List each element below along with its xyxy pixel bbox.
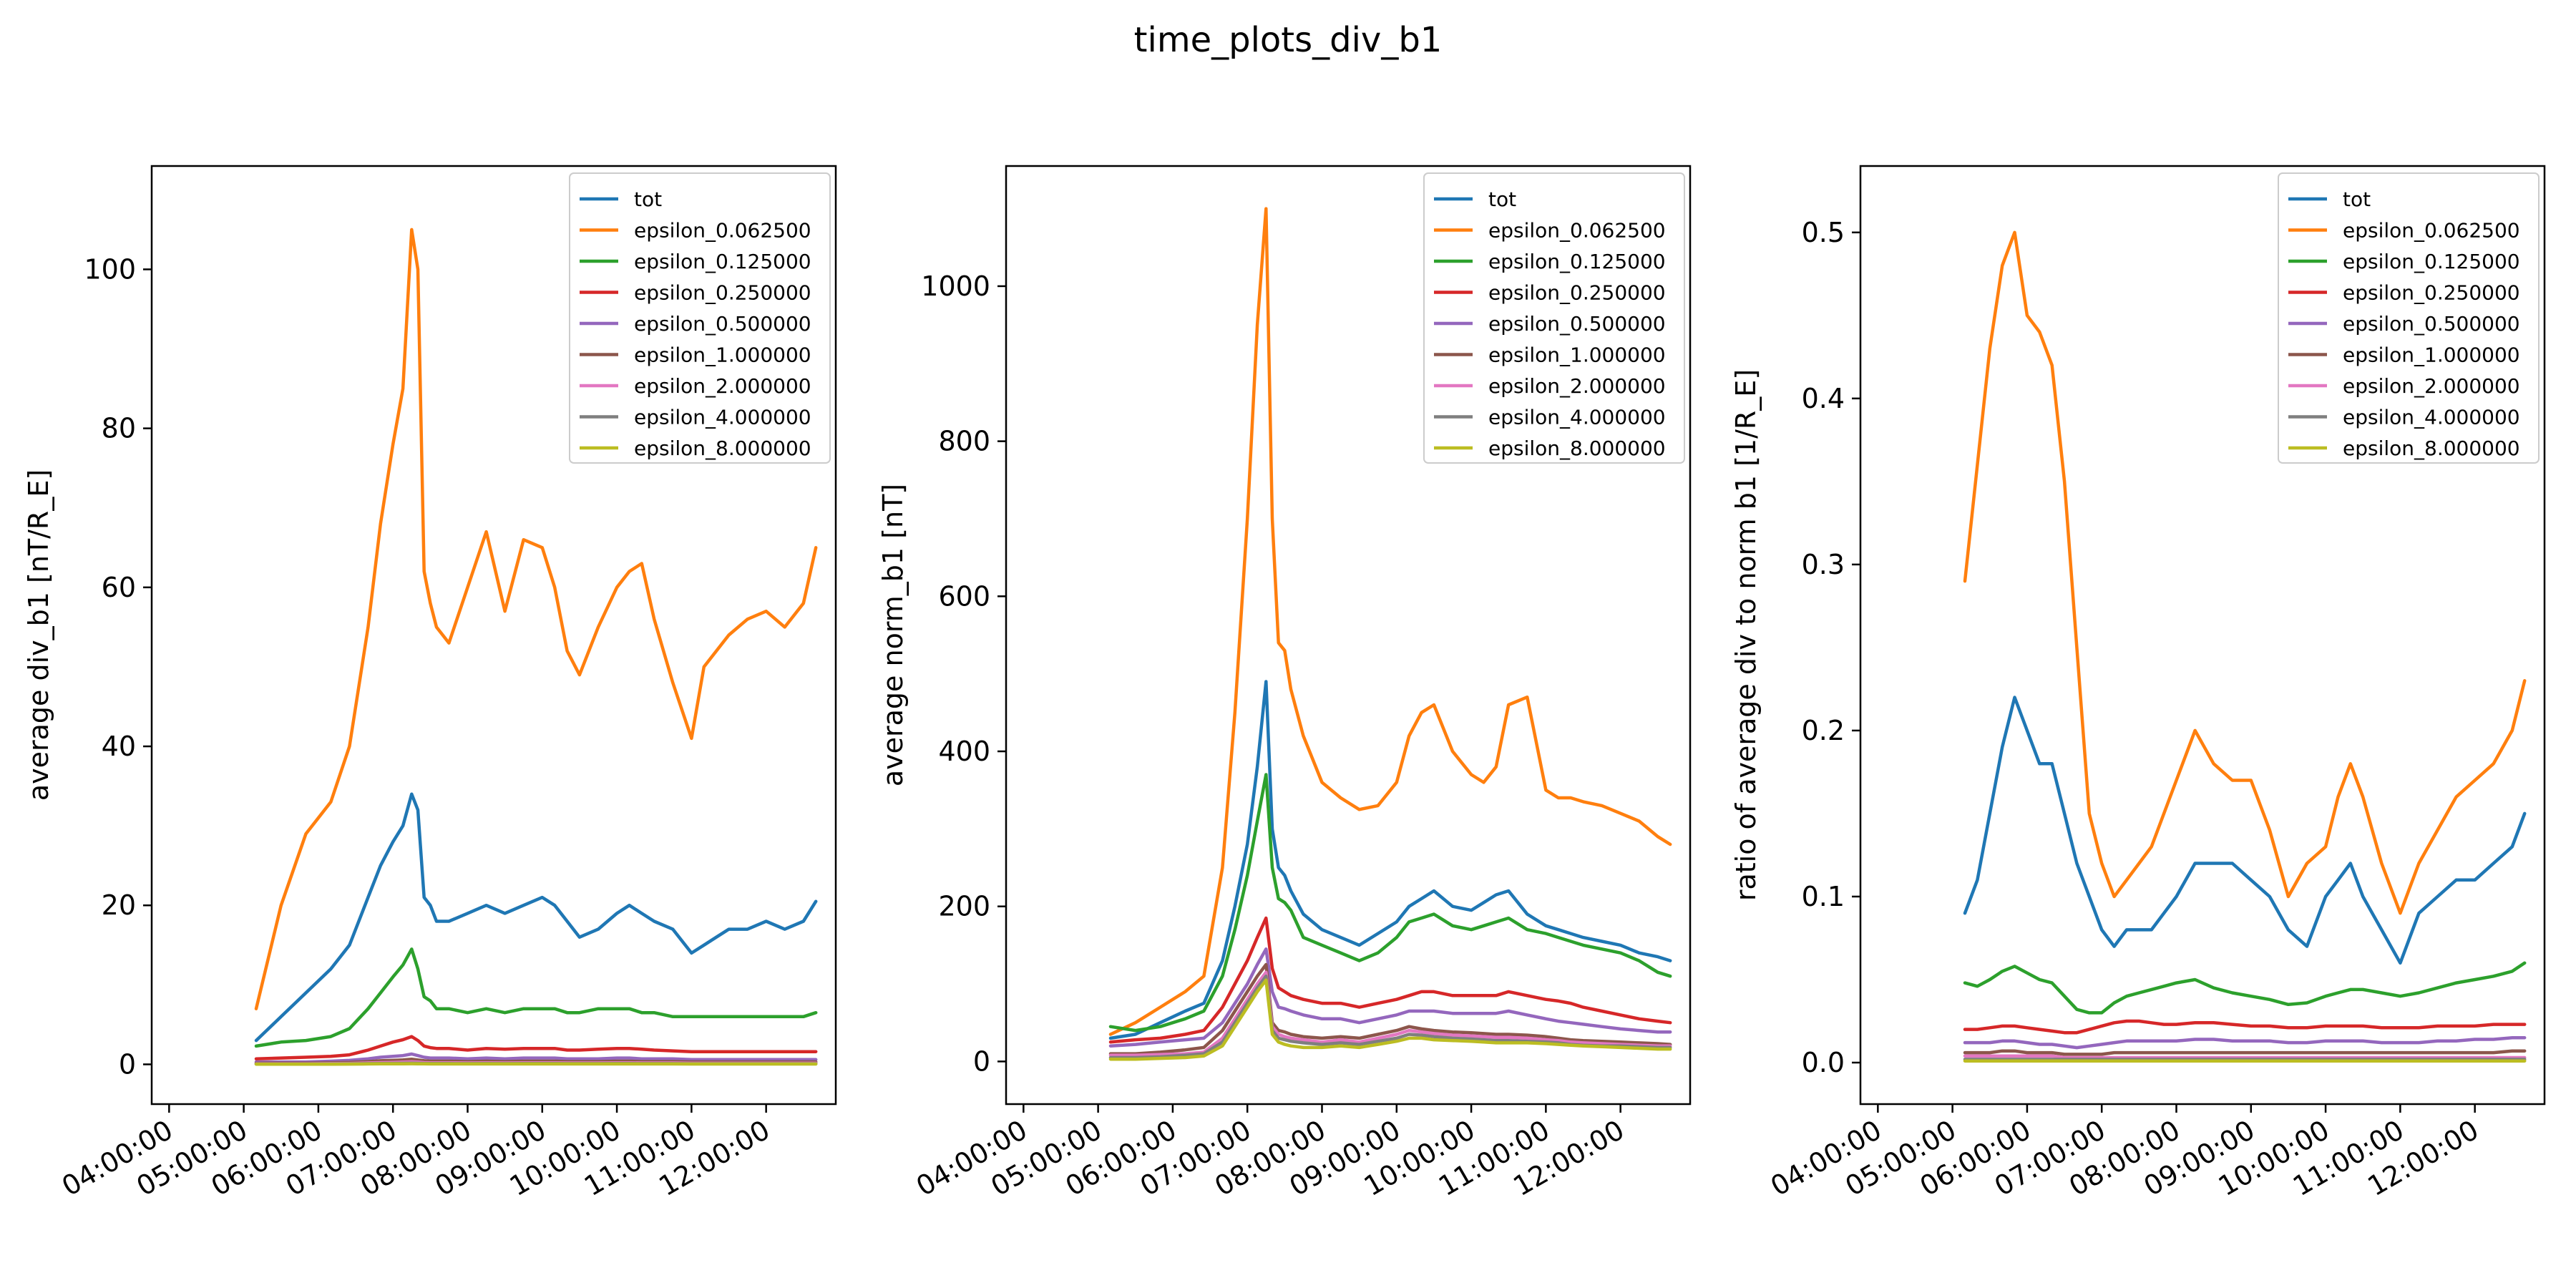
legend-entry-epsilon_0.125000: epsilon_0.125000 [634, 250, 811, 273]
legend-entry-epsilon_2.000000: epsilon_2.000000 [1488, 374, 1666, 398]
y-axis-label: ratio of average div to norm b1 [1/R_E] [1730, 369, 1762, 901]
legend: tot epsilon_0.062500 epsilon_0.125000epsil… [2278, 172, 2540, 464]
series-line-epsilon_0.125000 [254, 947, 818, 1048]
legend-frame [569, 172, 831, 464]
legend-entry-epsilon_0.500000: epsilon_0.500000 [1488, 312, 1666, 336]
legend-entry-epsilon_8.000000: epsilon_8.000000 [1488, 436, 1666, 460]
figure-title: time_plots_div_b1 [1134, 20, 1443, 60]
series-line-epsilon_0.125000 [1108, 773, 1672, 1033]
legend-entry-epsilon_2.000000: epsilon_2.000000 [634, 374, 811, 398]
subplot-2: 0200400600800100004:00:0005:00:0006:00:0… [877, 165, 1692, 1202]
legend-entry-epsilon_0.500000: epsilon_0.500000 [2343, 312, 2520, 336]
series-line-epsilon_0.125000 [1963, 961, 2527, 1015]
y-tick-label: 600 [938, 580, 990, 612]
legend-entry-epsilon_0.500000: epsilon_0.500000 [634, 312, 811, 336]
series-lines [1963, 230, 2527, 1063]
legend-entry-epsilon_1.000000: epsilon_1.000000 [634, 343, 811, 367]
legend-entry-tot: tot [1488, 187, 1516, 211]
legend-entry-epsilon_8.000000: epsilon_8.000000 [634, 436, 811, 460]
y-tick-label: 0 [119, 1048, 136, 1080]
series-line-tot [254, 792, 818, 1043]
series-line-epsilon_2.000000 [1963, 1054, 2527, 1060]
y-axis-label: average norm_b1 [nT] [877, 484, 909, 786]
legend-entry-tot: tot [634, 187, 662, 211]
series-line-epsilon_0.062500 [1963, 230, 2527, 915]
legend-entry-epsilon_4.000000: epsilon_4.000000 [1488, 406, 1666, 429]
legend-entry-epsilon_0.250000: epsilon_0.250000 [634, 281, 811, 305]
y-tick-label: 20 [102, 889, 136, 921]
series-line-epsilon_0.250000 [1963, 1019, 2527, 1035]
legend-entry-epsilon_1.000000: epsilon_1.000000 [1488, 343, 1666, 367]
y-tick-label: 60 [102, 572, 136, 603]
series-line-epsilon_8.000000 [1108, 978, 1672, 1061]
series-line-epsilon_0.250000 [254, 1035, 818, 1060]
y-tick-label: 0.5 [1802, 217, 1845, 248]
legend-entry-epsilon_0.062500: epsilon_0.062500 [2343, 219, 2520, 243]
legend-entry-epsilon_0.125000: epsilon_0.125000 [2343, 250, 2520, 273]
legend-entry-tot: tot [2343, 187, 2371, 211]
legend-entry-epsilon_8.000000: epsilon_8.000000 [2343, 436, 2520, 460]
series-line-epsilon_0.062500 [254, 228, 818, 1010]
series-line-tot [1963, 696, 2527, 965]
series-line-tot [1108, 680, 1672, 1040]
y-tick-label: 0.3 [1802, 549, 1845, 580]
subplot-1: 02040608010004:00:0005:00:0006:00:0007:0… [23, 165, 837, 1202]
legend-entry-epsilon_1.000000: epsilon_1.000000 [2343, 343, 2520, 367]
y-axis-label: average div_b1 [nT/R_E] [23, 469, 54, 801]
series-line-epsilon_0.500000 [254, 1052, 818, 1064]
legend-entry-epsilon_4.000000: epsilon_4.000000 [634, 406, 811, 429]
legend-entry-epsilon_0.062500: epsilon_0.062500 [1488, 219, 1666, 243]
y-tick-label: 0 [973, 1045, 990, 1077]
legend-entry-epsilon_0.250000: epsilon_0.250000 [1488, 281, 1666, 305]
y-tick-label: 800 [938, 426, 990, 457]
y-tick-label: 100 [84, 253, 136, 285]
y-tick-label: 0.4 [1802, 383, 1845, 414]
axes-frame [1005, 165, 1692, 1106]
series-lines [1108, 207, 1672, 1061]
legend-entry-epsilon_0.250000: epsilon_0.250000 [2343, 281, 2520, 305]
y-tick-label: 1000 [921, 270, 990, 302]
legend-entry-epsilon_2.000000: epsilon_2.000000 [2343, 374, 2520, 398]
y-tick-label: 0.1 [1802, 881, 1845, 912]
subplot-3: 0.00.10.20.30.40.504:00:0005:00:0006:00:… [1730, 165, 2546, 1202]
y-tick-label: 200 [938, 891, 990, 922]
legend-frame [2278, 172, 2540, 464]
series-line-epsilon_1.000000 [1108, 962, 1672, 1055]
series-line-epsilon_0.500000 [1108, 947, 1672, 1048]
series-line-epsilon_0.500000 [1963, 1035, 2527, 1050]
series-lines [254, 228, 818, 1066]
legend-entry-epsilon_0.062500: epsilon_0.062500 [634, 219, 811, 243]
legend: tot epsilon_0.062500 epsilon_0.125000epsil… [1423, 172, 1685, 464]
y-tick-label: 0.2 [1802, 715, 1845, 746]
subplots: 02040608010004:00:0005:00:0006:00:0007:0… [23, 165, 2546, 1202]
series-line-epsilon_0.250000 [1108, 916, 1672, 1044]
series-line-epsilon_2.000000 [1108, 970, 1672, 1057]
y-tick-label: 40 [102, 731, 136, 762]
legend-entry-epsilon_0.125000: epsilon_0.125000 [1488, 250, 1666, 273]
legend: tot epsilon_0.062500 epsilon_0.125000epsil… [569, 172, 831, 464]
axes-frame [150, 165, 837, 1106]
series-line-epsilon_8.000000 [254, 1062, 818, 1066]
series-line-epsilon_1.000000 [1963, 1049, 2527, 1056]
axes-frame [1859, 165, 2546, 1106]
y-tick-label: 80 [102, 413, 136, 444]
series-line-epsilon_0.062500 [1108, 207, 1672, 1036]
legend-frame [1423, 172, 1685, 464]
legend-entry-epsilon_4.000000: epsilon_4.000000 [2343, 406, 2520, 429]
y-tick-label: 400 [938, 736, 990, 767]
y-tick-label: 0.0 [1802, 1047, 1845, 1078]
